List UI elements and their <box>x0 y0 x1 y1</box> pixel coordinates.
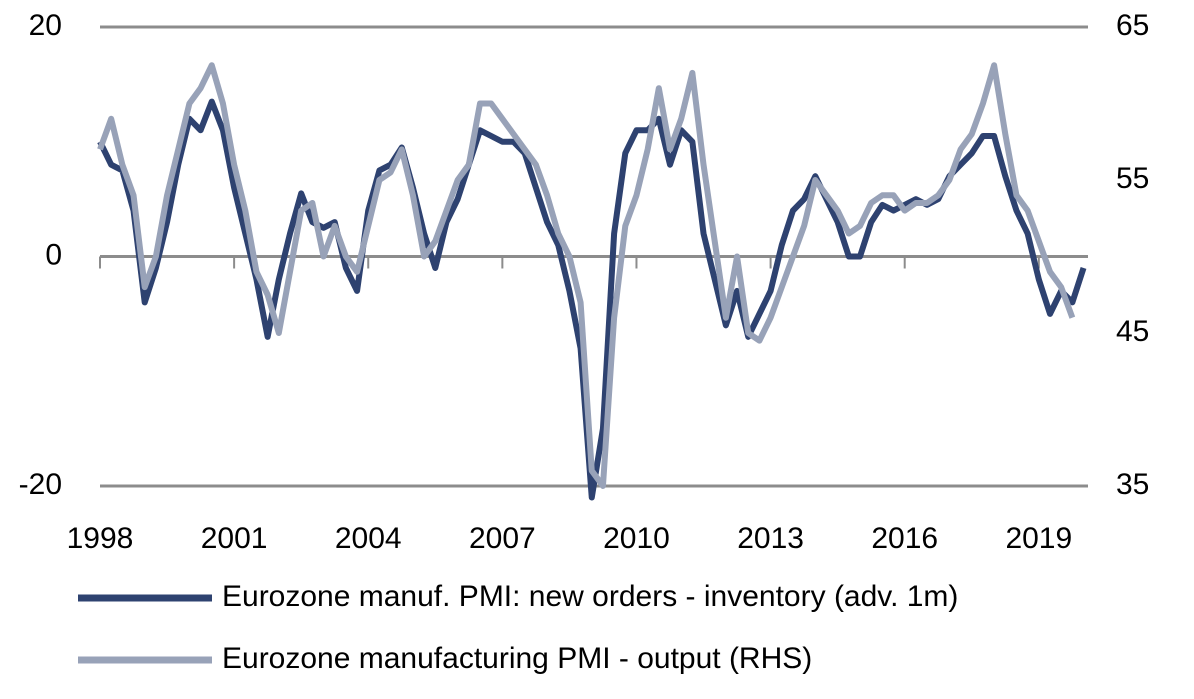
y-tick-label: 0 <box>45 238 62 271</box>
legend-label: Eurozone manuf. PMI: new orders - invent… <box>222 580 958 613</box>
y-tick-label: 20 <box>29 9 62 42</box>
x-tick-label: 2016 <box>871 522 938 555</box>
x-tick-label: 2019 <box>1005 522 1072 555</box>
x-tick-label: 2004 <box>335 522 402 555</box>
y2-tick-label: 65 <box>1116 9 1149 42</box>
x-tick-label: 2010 <box>603 522 670 555</box>
y2-tick-label: 55 <box>1116 162 1149 195</box>
x-tick-label: 2001 <box>201 522 268 555</box>
x-tick-label: 1998 <box>67 522 134 555</box>
y-tick-label: -20 <box>19 468 62 501</box>
x-tick-label: 2007 <box>469 522 536 555</box>
x-tick-label: 2013 <box>737 522 804 555</box>
series-line <box>97 62 1076 489</box>
y2-tick-label: 35 <box>1116 468 1149 501</box>
legend-label: Eurozone manufacturing PMI - output (RHS… <box>222 642 812 675</box>
y2-tick-label: 45 <box>1116 315 1149 348</box>
